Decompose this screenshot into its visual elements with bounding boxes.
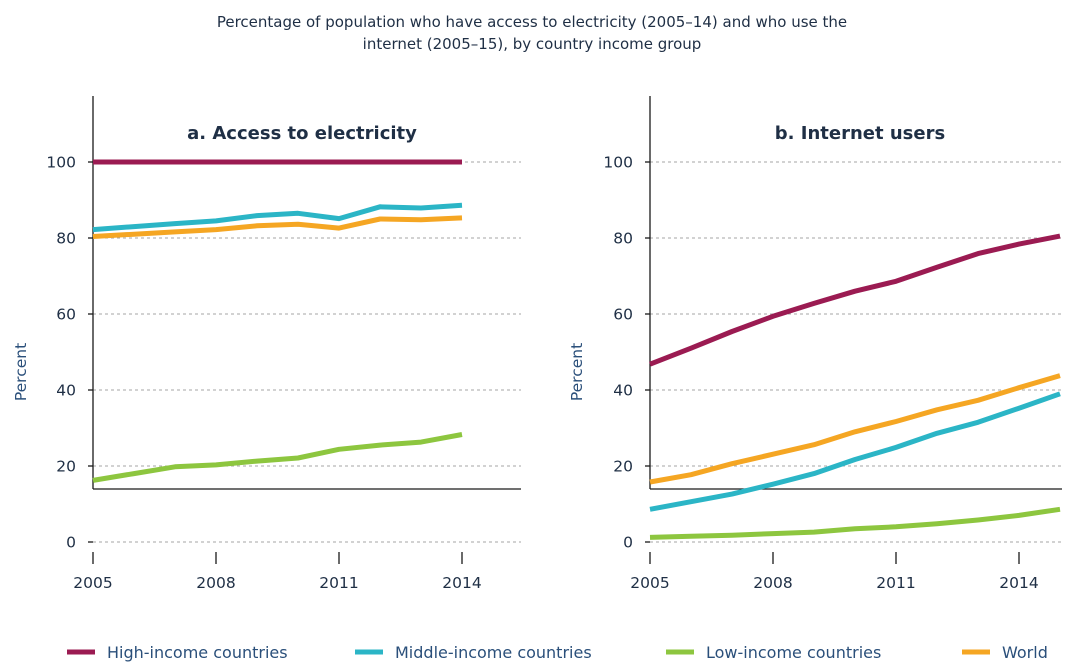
y-tick-label-20: 20 (56, 458, 76, 476)
chart-panel-2: 0 20 40 60 80 100 2005 2008 2011 2014 b. Internet … (568, 96, 1062, 592)
panel-title: b. Internet users (775, 123, 945, 144)
series-line-low (649, 506, 1061, 540)
y-tick-label-80: 80 (56, 230, 76, 248)
y-tick-label-100: 100 (46, 154, 76, 172)
y-tick-label-0: 0 (66, 534, 76, 552)
y-tick-label-20: 20 (613, 458, 633, 476)
series-line-world (92, 215, 463, 239)
legend-label-high: High-income countries (107, 643, 288, 662)
x-tick-label-2005: 2005 (73, 574, 112, 592)
panel-title: a. Access to electricity (187, 123, 417, 144)
y-tick-label-80: 80 (613, 230, 633, 248)
y-tick-label-60: 60 (56, 306, 76, 324)
legend-item-low: Low-income countries (666, 643, 881, 662)
legend-item-middle: Middle-income countries (355, 643, 592, 662)
series-line-world (649, 373, 1061, 485)
y-tick-label-40: 40 (613, 382, 633, 400)
legend-item-world: World (962, 643, 1048, 662)
figure-title-line-2: internet (2005–15), by country income gr… (363, 35, 702, 53)
y-tick-label-40: 40 (56, 382, 76, 400)
chart-panel-1: 0 20 40 60 80 100 2005 2008 2011 2014 a. Access to… (12, 96, 521, 592)
x-tick-label-2014: 2014 (999, 574, 1038, 592)
x-tick-label-2008: 2008 (753, 574, 792, 592)
legend: High-income countries Middle-income count… (67, 643, 1048, 662)
y-tick-label-100: 100 (603, 154, 633, 172)
series-line-high (649, 233, 1061, 367)
legend-item-high: High-income countries (67, 643, 288, 662)
x-tick-label-2011: 2011 (876, 574, 915, 592)
series-line-low (92, 432, 463, 483)
legend-label-world: World (1002, 643, 1048, 662)
legend-label-middle: Middle-income countries (395, 643, 592, 662)
series-line-middle (649, 391, 1061, 512)
y-axis-label: Percent (12, 343, 30, 401)
chart-panels: 0 20 40 60 80 100 2005 2008 2011 2014 a. Access to… (12, 96, 1062, 592)
x-tick-label-2014: 2014 (442, 574, 481, 592)
x-tick-label-2005: 2005 (630, 574, 669, 592)
series-line-middle (92, 202, 463, 233)
x-tick-label-2011: 2011 (319, 574, 358, 592)
legend-label-low: Low-income countries (706, 643, 881, 662)
x-tick-label-2008: 2008 (196, 574, 235, 592)
figure-title-line-1: Percentage of population who have access… (217, 13, 847, 31)
y-axis-label: Percent (568, 343, 586, 401)
y-tick-label-0: 0 (623, 534, 633, 552)
y-tick-label-60: 60 (613, 306, 633, 324)
